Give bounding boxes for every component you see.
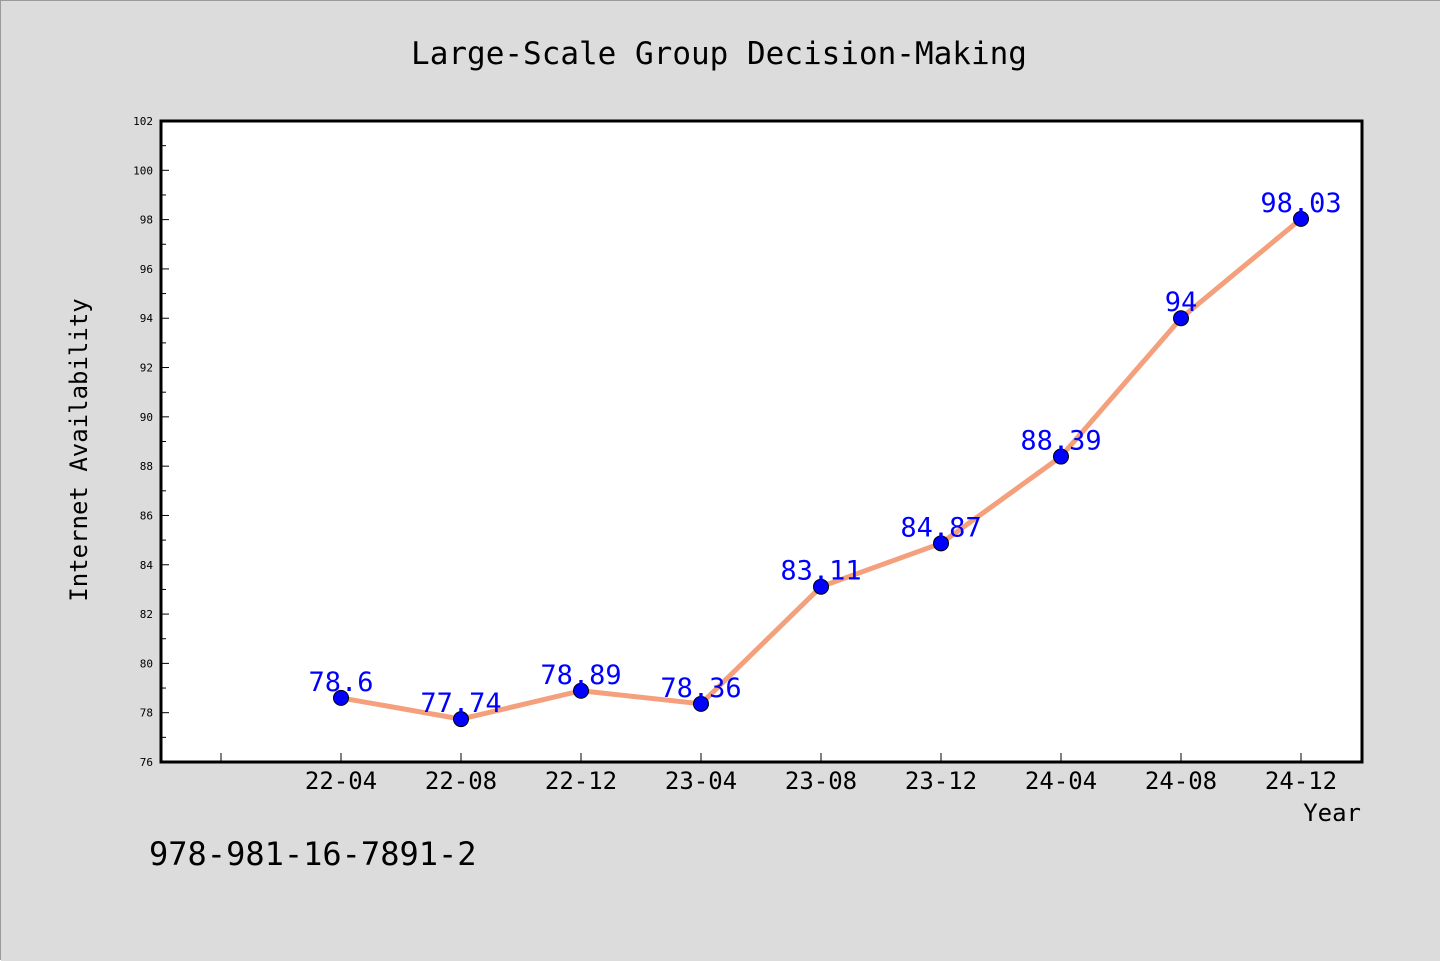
data-point [1173,310,1189,327]
data-label: 78.36 [660,673,741,704]
y-tick-label: 80 [140,657,153,670]
y-tick-label: 102 [133,115,153,128]
y-tick-label: 92 [140,362,153,375]
y-tick-label: 100 [133,164,153,177]
x-tick-label: 22-04 [305,767,377,795]
isbn-footer-text: 978-981-16-7891-2 [149,835,477,873]
data-label: 84.87 [900,512,981,543]
x-tick-label: 23-12 [905,767,977,795]
data-label: 83.11 [780,556,861,587]
plot-area [159,119,1364,764]
data-label: 78.6 [308,667,373,698]
data-point [813,578,829,595]
data-label: 94 [1165,287,1198,318]
data-point [1293,210,1309,227]
y-axis-label: Internet Availability [65,298,93,601]
x-axis-label: Year [1303,799,1361,827]
x-tick-label: 24-12 [1265,767,1337,795]
data-label: 78.89 [540,660,621,691]
chart-title: Large-Scale Group Decision-Making [411,36,1027,72]
y-tick-label: 76 [140,756,153,769]
x-axis: 22-04 22-08 22-12 23-04 23-08 23-12 24-04 24-08… [220,753,1337,795]
x-tick-label: 24-04 [1025,767,1097,795]
y-tick-label: 94 [140,312,154,325]
data-label: 88.39 [1020,426,1101,457]
y-axis: 76 78 80 82 84 86 88 90 92 94 96 98 100 102 [133,115,169,769]
y-tick-label: 98 [140,214,153,227]
data-point [573,682,589,699]
series-layer: 78.6 77.74 78.89 78.36 83.11 84.87 88.39 94 98.0… [308,188,1342,728]
data-point [693,695,709,712]
data-point [1053,448,1069,465]
data-point [933,535,949,552]
y-tick-label: 86 [140,509,153,522]
data-label: 77.74 [420,688,501,719]
x-tick-label: 22-12 [545,767,617,795]
x-tick-label: 24-08 [1145,767,1217,795]
data-point [333,689,349,706]
x-tick-label: 23-08 [785,767,857,795]
x-tick-label: 22-08 [425,767,497,795]
y-tick-label: 90 [140,411,153,424]
data-point [453,711,469,728]
x-tick-label: 23-04 [665,767,737,795]
y-tick-label: 84 [140,559,154,572]
data-label: 98.03 [1260,188,1341,219]
y-tick-label: 82 [140,608,153,621]
y-tick-label: 78 [140,707,153,720]
y-tick-label: 96 [140,263,153,276]
y-tick-label: 88 [140,460,153,473]
